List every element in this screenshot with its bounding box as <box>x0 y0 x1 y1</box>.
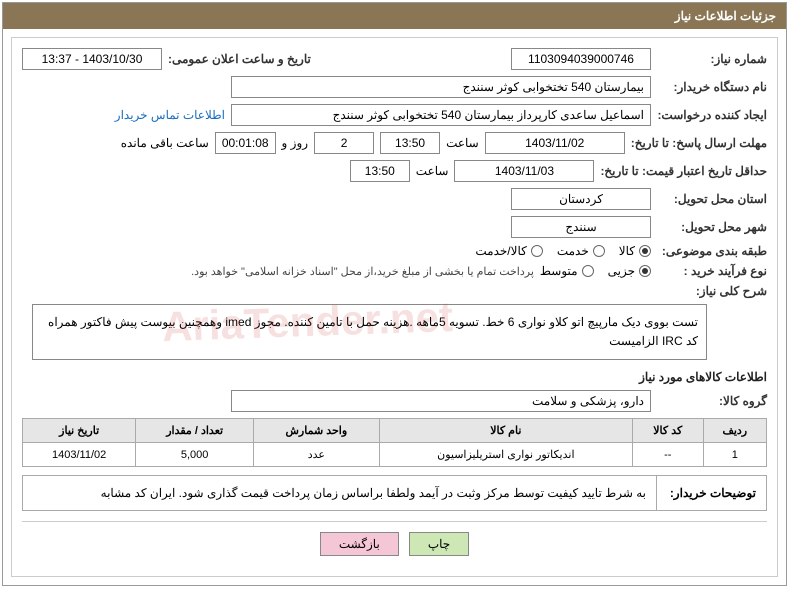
need-no-value: 1103094039000746 <box>511 48 651 70</box>
th-row: ردیف <box>703 419 766 443</box>
td-row: 1 <box>703 443 766 467</box>
row-requester: ایجاد کننده درخواست: اسماعیل ساعدی کارپر… <box>22 104 767 126</box>
row-goods-group: گروه کالا: دارو، پزشکی و سلامت <box>22 390 767 412</box>
td-qty: 5,000 <box>136 443 254 467</box>
announce-value: 1403/10/30 - 13:37 <box>22 48 162 70</box>
requester-value: اسماعیل ساعدی کارپرداز بیمارستان 540 تخت… <box>231 104 651 126</box>
radio-goods-dot <box>639 245 651 257</box>
min-valid-date: 1403/11/03 <box>454 160 594 182</box>
goods-group-value: دارو، پزشکی و سلامت <box>231 390 651 412</box>
category-label: طبقه بندی موضوعی: <box>657 244 767 258</box>
buyer-org-value: بیمارستان 540 تختخوابی کوثر سنندج <box>231 76 651 98</box>
goods-table: ردیف کد کالا نام کالا واحد شمارش تعداد /… <box>22 418 767 467</box>
radio-goods[interactable]: کالا <box>619 244 651 258</box>
radio-service[interactable]: خدمت <box>557 244 605 258</box>
back-button[interactable]: بازگشت <box>320 532 399 556</box>
td-name: اندیکاتور نواری استریلیزاسیون <box>379 443 632 467</box>
announce-label: تاریخ و ساعت اعلان عمومی: <box>168 52 311 66</box>
goods-group-label: گروه کالا: <box>657 394 767 408</box>
radio-partial-dot <box>639 265 651 277</box>
row-province: استان محل تحویل: کردستان <box>22 188 767 210</box>
print-button[interactable]: چاپ <box>409 532 469 556</box>
min-valid-time: 13:50 <box>350 160 410 182</box>
td-date: 1403/11/02 <box>23 443 136 467</box>
th-qty: تعداد / مقدار <box>136 419 254 443</box>
province-label: استان محل تحویل: <box>657 192 767 206</box>
reply-deadline-label: مهلت ارسال پاسخ: تا تاریخ: <box>631 136 767 150</box>
row-min-valid: حداقل تاریخ اعتبار قیمت: تا تاریخ: 1403/… <box>22 160 767 182</box>
radio-medium-label: متوسط <box>540 264 578 278</box>
radio-goods-label: کالا <box>619 244 635 258</box>
radio-partial-label: جزیی <box>608 264 635 278</box>
th-unit: واحد شمارش <box>253 419 379 443</box>
table-header-row: ردیف کد کالا نام کالا واحد شمارش تعداد /… <box>23 419 767 443</box>
countdown: 00:01:08 <box>215 132 276 154</box>
buyer-note-row: توضیحات خریدار: به شرط تایید کیفیت توسط … <box>22 475 767 511</box>
page-header: جزئیات اطلاعات نیاز <box>3 3 786 29</box>
goods-info-title: اطلاعات کالاهای مورد نیاز <box>22 370 767 384</box>
remaining-label: ساعت باقی مانده <box>121 136 209 150</box>
td-code: -- <box>632 443 703 467</box>
row-category: طبقه بندی موضوعی: کالا خدمت کالا/خدمت <box>22 244 767 258</box>
radio-service-label: خدمت <box>557 244 589 258</box>
reply-date: 1403/11/02 <box>485 132 625 154</box>
reply-time: 13:50 <box>380 132 440 154</box>
th-code: کد کالا <box>632 419 703 443</box>
radio-both-dot <box>531 245 543 257</box>
main-container: جزئیات اطلاعات نیاز AriaTender.net شماره… <box>2 2 787 586</box>
need-no-label: شماره نیاز: <box>657 52 767 66</box>
process-label: نوع فرآیند خرید : <box>657 264 767 278</box>
province-value: کردستان <box>511 188 651 210</box>
td-unit: عدد <box>253 443 379 467</box>
table-row: 1 -- اندیکاتور نواری استریلیزاسیون عدد 5… <box>23 443 767 467</box>
radio-partial[interactable]: جزیی <box>608 264 651 278</box>
row-city: شهر محل تحویل: سنندج <box>22 216 767 238</box>
days-and-label: روز و <box>282 136 309 150</box>
th-name: نام کالا <box>379 419 632 443</box>
th-date: تاریخ نیاز <box>23 419 136 443</box>
overall-desc: تست بووی دیک مارپیچ اتو کلاو نواری 6 خط.… <box>32 304 707 360</box>
min-valid-label: حداقل تاریخ اعتبار قیمت: تا تاریخ: <box>600 164 767 178</box>
city-value: سنندج <box>511 216 651 238</box>
process-note: پرداخت تمام یا بخشی از مبلغ خرید،از محل … <box>191 265 534 278</box>
days-value: 2 <box>314 132 374 154</box>
buyer-org-label: نام دستگاه خریدار: <box>657 80 767 94</box>
row-reply-deadline: مهلت ارسال پاسخ: تا تاریخ: 1403/11/02 سا… <box>22 132 767 154</box>
category-radios: کالا خدمت کالا/خدمت <box>475 244 651 258</box>
row-process: نوع فرآیند خرید : جزیی متوسط پرداخت تمام… <box>22 264 767 278</box>
content-area: AriaTender.net شماره نیاز: 1103094039000… <box>11 37 778 577</box>
row-overall: شرح کلی نیاز: <box>22 284 767 298</box>
page-title: جزئیات اطلاعات نیاز <box>675 9 776 23</box>
city-label: شهر محل تحویل: <box>657 220 767 234</box>
button-row: چاپ بازگشت <box>22 521 767 566</box>
radio-both[interactable]: کالا/خدمت <box>475 244 542 258</box>
contact-link[interactable]: اطلاعات تماس خریدار <box>115 108 225 122</box>
time-label-1: ساعت <box>446 136 479 150</box>
buyer-note-label: توضیحات خریدار: <box>656 476 766 510</box>
buyer-note-value: به شرط تایید کیفیت توسط مرکز وثبت در آیم… <box>23 476 656 510</box>
time-label-2: ساعت <box>416 164 449 178</box>
process-radios: جزیی متوسط <box>540 264 651 278</box>
radio-medium-dot <box>582 265 594 277</box>
overall-label: شرح کلی نیاز: <box>657 284 767 298</box>
radio-medium[interactable]: متوسط <box>540 264 594 278</box>
row-buyer-org: نام دستگاه خریدار: بیمارستان 540 تختخواب… <box>22 76 767 98</box>
radio-service-dot <box>593 245 605 257</box>
radio-both-label: کالا/خدمت <box>475 244 526 258</box>
row-need-no: شماره نیاز: 1103094039000746 تاریخ و ساع… <box>22 48 767 70</box>
requester-label: ایجاد کننده درخواست: <box>657 108 767 122</box>
